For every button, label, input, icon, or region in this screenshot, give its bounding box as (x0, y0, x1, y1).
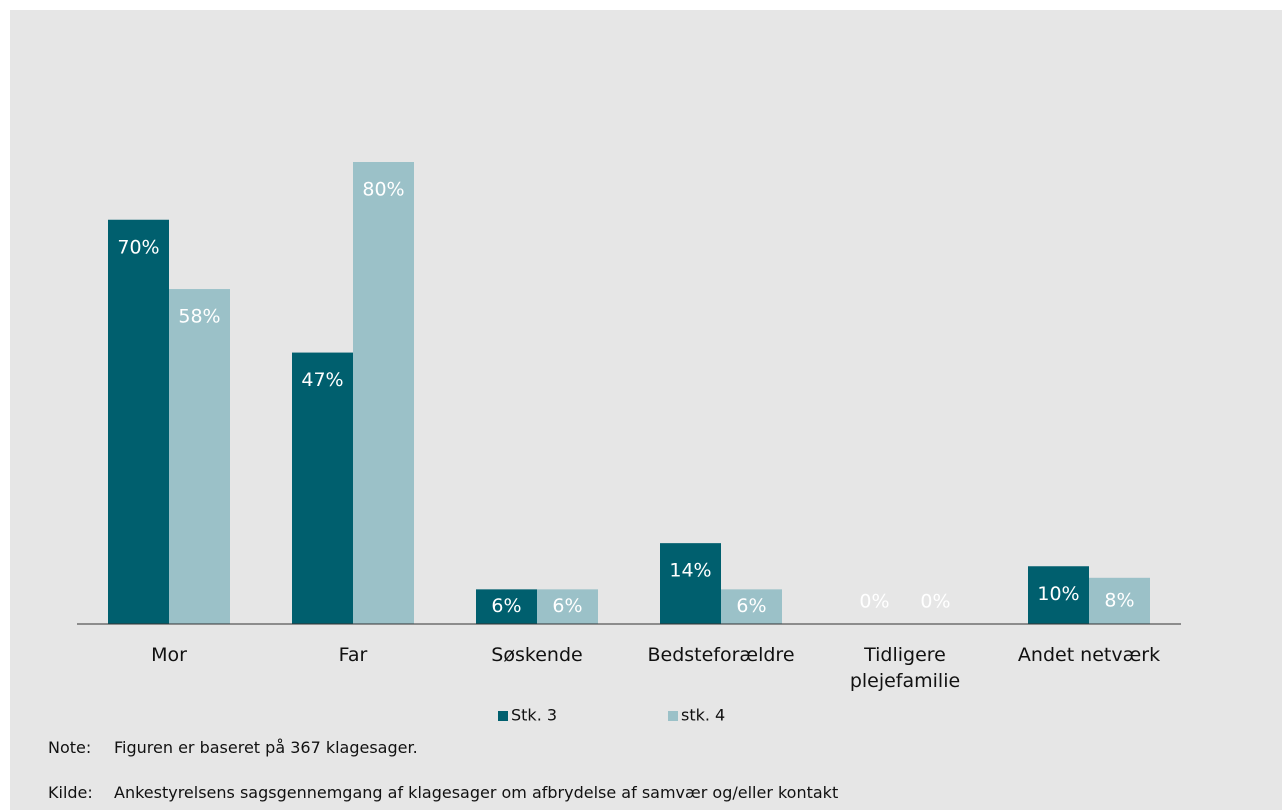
x-tick-label: Tidligere plejefamilie (849, 644, 961, 692)
value-label: 14% (669, 560, 711, 582)
bar (476, 589, 537, 624)
note-label: Kilde: (48, 783, 93, 802)
note: Note: Figuren er baseret på 367 klagesage… (48, 738, 418, 757)
x-tick-label: Far (338, 644, 368, 666)
value-label: 0% (920, 591, 950, 613)
value-label: 6% (491, 595, 521, 617)
x-tick-label: Bedsteforældre (647, 644, 795, 666)
value-label: 0% (859, 591, 889, 613)
bar (537, 589, 598, 624)
bar (292, 352, 353, 624)
bar (1028, 566, 1089, 624)
note-text: Ankestyrelsens sagsgennemgang af klagesa… (114, 783, 839, 802)
value-label: 6% (736, 595, 766, 617)
value-label: 6% (552, 595, 582, 617)
note-label: Note: (48, 738, 92, 757)
value-label: 58% (178, 306, 220, 328)
x-tick-label: Andet netværk (1017, 644, 1161, 666)
value-label: 8% (1104, 589, 1134, 611)
note: Kilde: Ankestyrelsens sagsgennemgang af k… (48, 783, 838, 802)
bar (108, 219, 169, 624)
note-text: Figuren er baseret på 367 klagesager. (114, 738, 418, 757)
bar (660, 543, 721, 624)
value-label: 10% (1037, 583, 1079, 605)
bar (721, 589, 782, 624)
value-label: 47% (301, 369, 343, 391)
legend-label: stk. 4 (681, 706, 725, 725)
x-tick-label: Mor (151, 644, 187, 666)
value-label: 80% (362, 179, 404, 201)
x-tick-label: Søskende (491, 644, 583, 666)
value-label: 70% (117, 236, 159, 258)
legend-swatch (498, 711, 508, 721)
bar (169, 289, 230, 624)
legend-label: Stk. 3 (511, 706, 557, 725)
bar (1089, 577, 1150, 624)
legend-swatch (668, 711, 678, 721)
bar (353, 162, 414, 624)
